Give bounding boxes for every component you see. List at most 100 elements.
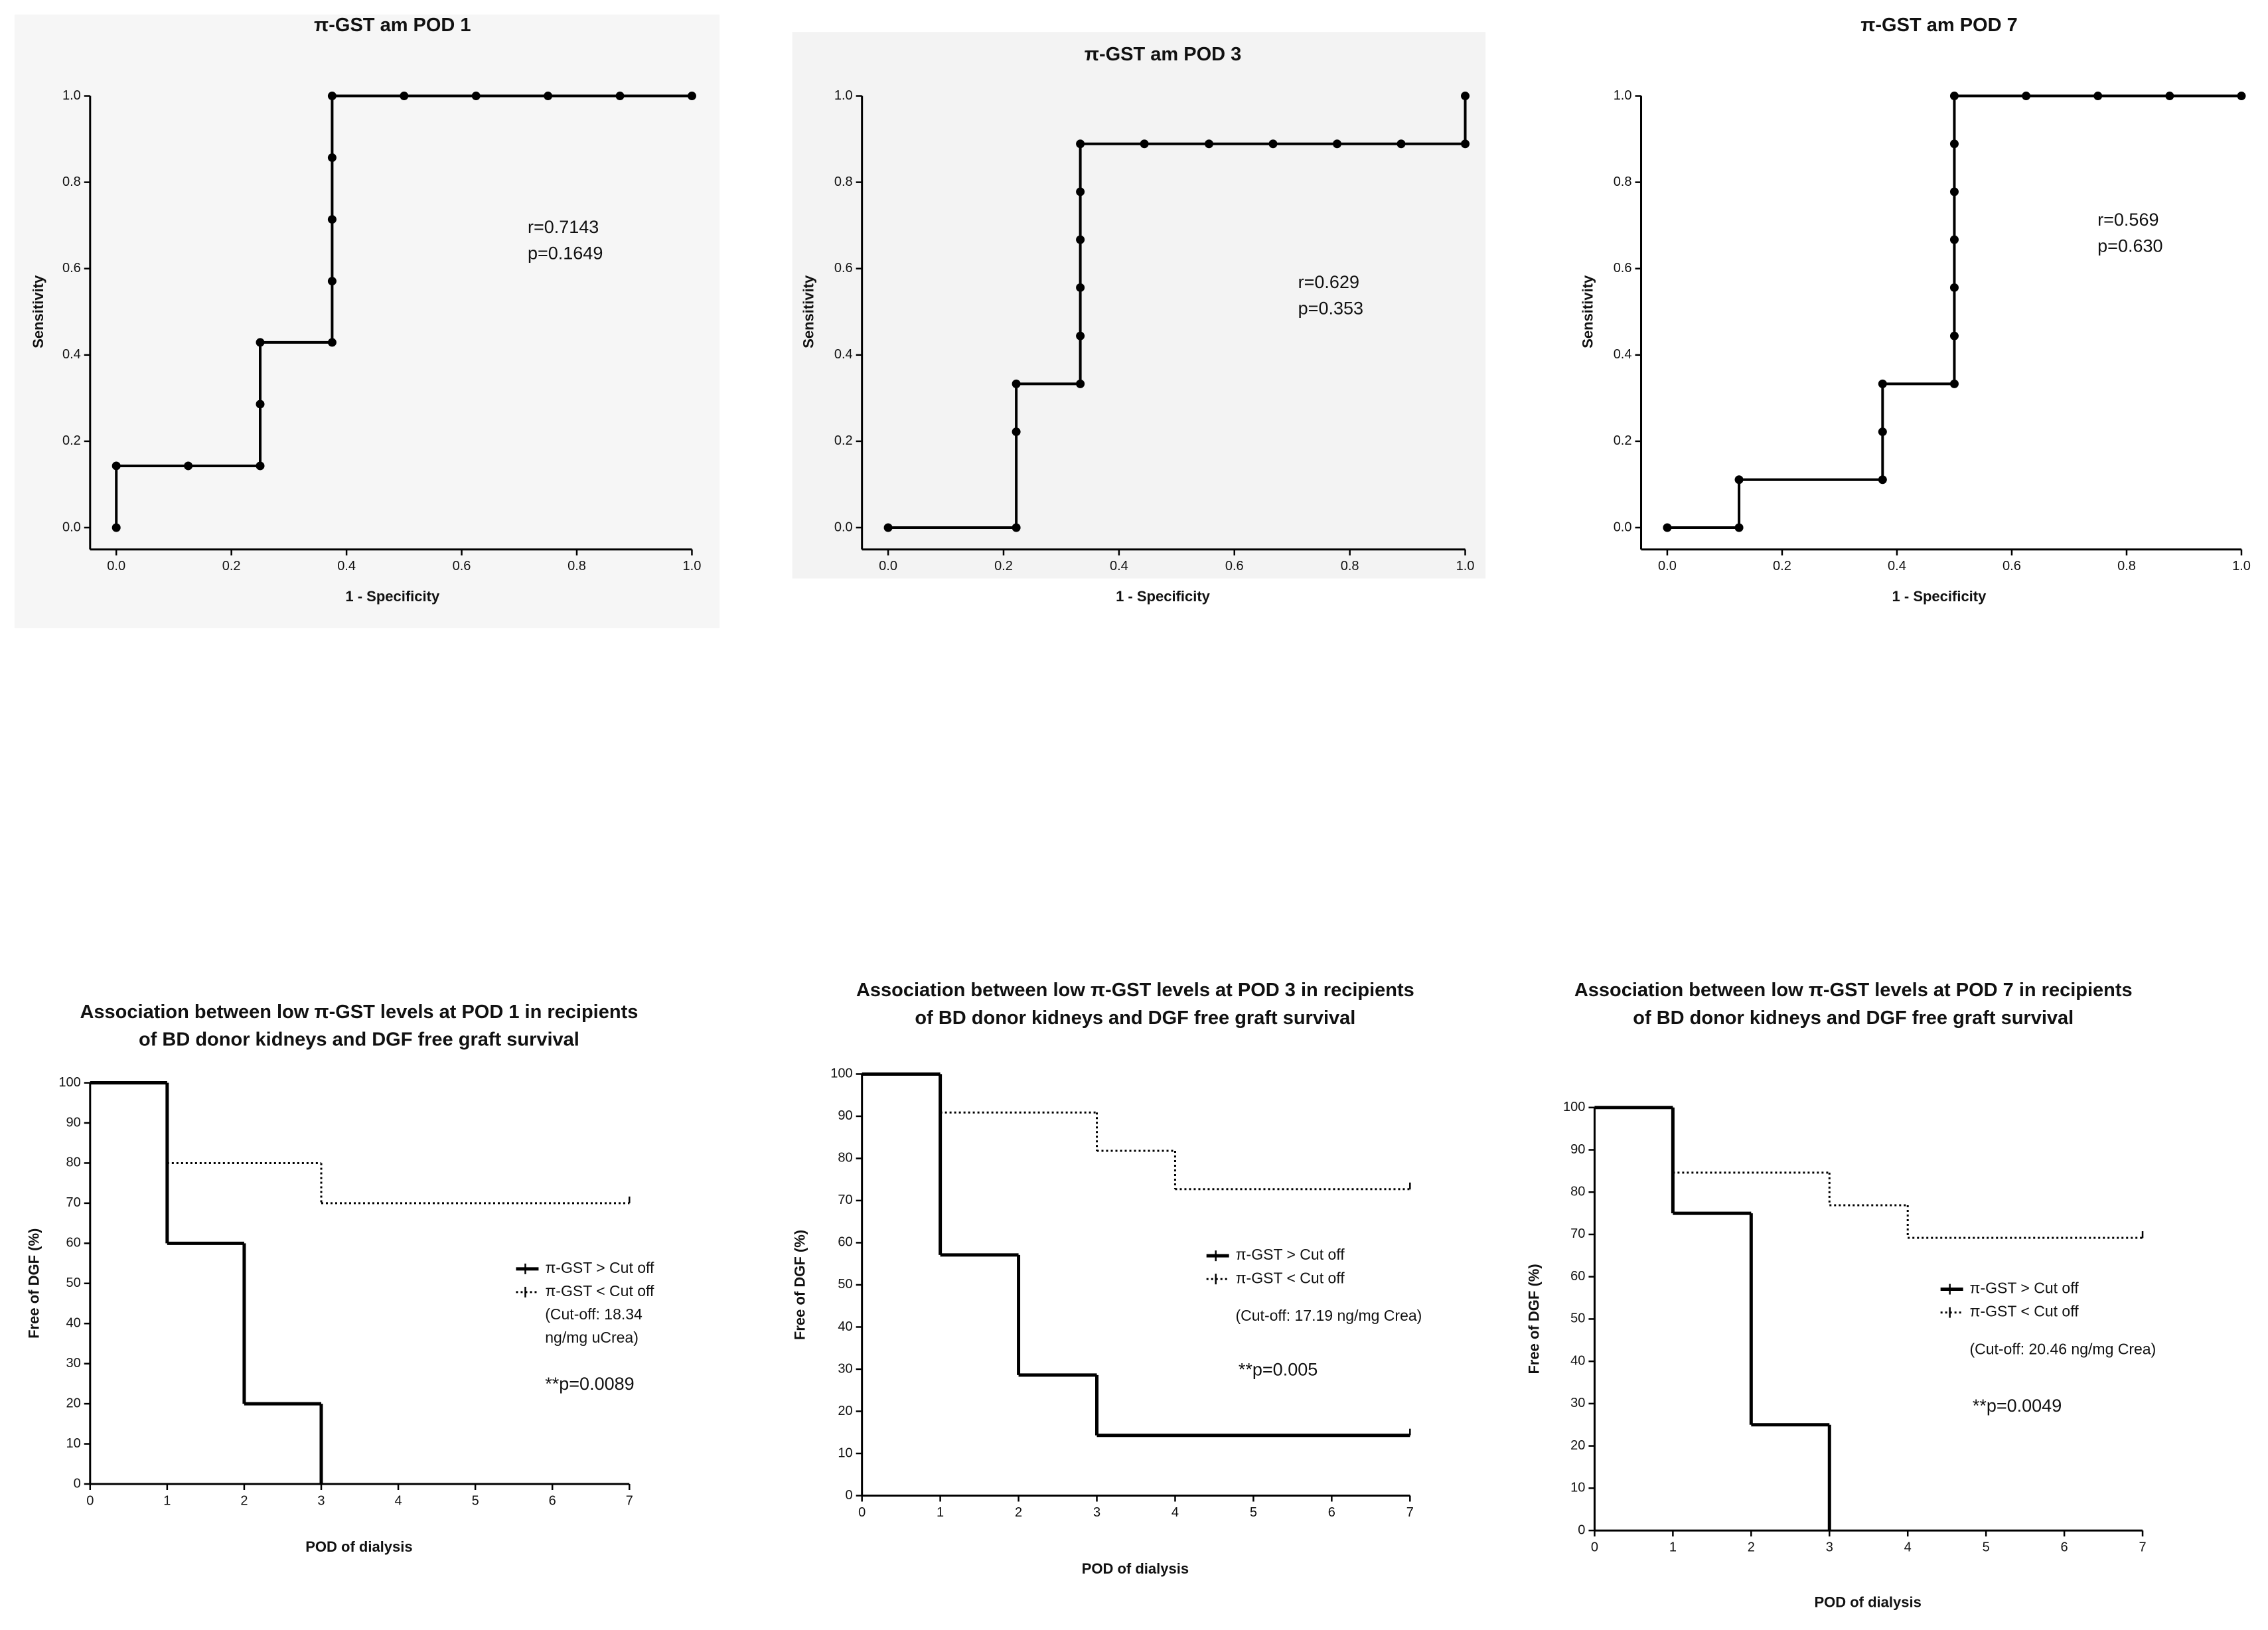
x-tick-label: 0.6 (453, 559, 471, 573)
x-tick-label: 0.4 (1888, 559, 1906, 573)
y-tick-label: 0.0 (834, 520, 853, 534)
legend-note: ng/mg uCrea) (545, 1329, 639, 1346)
y-tick-label: 0 (846, 1488, 853, 1503)
roc-point (1076, 379, 1085, 388)
roc-point (1878, 379, 1887, 388)
roc-point (327, 92, 337, 101)
legend-note: (Cut-off: 20.46 ng/mg Crea) (1969, 1341, 2156, 1358)
roc-point (256, 400, 265, 409)
x-tick-label: 0.8 (567, 559, 586, 573)
chart-title: Association between low π-GST levels at … (1574, 980, 2133, 1001)
roc-point (1397, 139, 1406, 149)
roc-point (544, 92, 553, 101)
y-tick-label: 0.0 (1614, 520, 1632, 534)
x-tick-label: 4 (1904, 1540, 1912, 1554)
chart: π-GST am POD 1 0.0 0.2 0.4 0.6 0.8 1.0 0.0 0.2 0.… (14, 14, 720, 629)
x-tick-label: 0 (86, 1493, 94, 1508)
y-tick-label: 0.4 (62, 347, 81, 362)
chart: Association between low π-GST levels at … (792, 980, 1422, 1577)
y-tick-label: 40 (1570, 1353, 1585, 1368)
p-value: **p=0.0049 (1973, 1396, 2062, 1416)
x-tick-label: 0.6 (2003, 559, 2021, 573)
x-axis-label: 1 - Specificity (1116, 588, 1211, 605)
roc-point (1461, 92, 1470, 101)
x-tick-label: 7 (626, 1493, 633, 1508)
x-axis-label: POD of dialysis (1082, 1560, 1189, 1577)
y-tick-label: 0.4 (1614, 347, 1632, 362)
p-value: **p=0.0089 (545, 1374, 634, 1394)
x-tick-label: 0.2 (222, 559, 241, 573)
y-tick-label: 90 (66, 1115, 81, 1130)
legend-label: π-GST > Cut off (545, 1259, 654, 1276)
legend-note: (Cut-off: 18.34 (545, 1305, 643, 1323)
roc-point (1076, 187, 1085, 196)
y-tick-label: 60 (1570, 1269, 1585, 1284)
roc-point (1878, 427, 1887, 437)
annotation: p=0.353 (1298, 299, 1363, 319)
chart-title: π-GST am POD 3 (1085, 44, 1242, 65)
chart: π-GST am POD 3 0.0 0.2 0.4 0.6 0.8 1.0 0.0 0.2 0.… (792, 32, 1486, 605)
y-tick-label: 70 (66, 1195, 81, 1210)
y-tick-label: 0.8 (1614, 175, 1632, 189)
x-tick-label: 0 (858, 1505, 866, 1520)
roc-point (1949, 187, 1959, 196)
chart-title: of BD donor kidneys and DGF free graft s… (139, 1029, 579, 1051)
plot-background (792, 32, 1486, 579)
roc-point (1333, 139, 1342, 149)
roc-point (1949, 92, 1959, 101)
y-tick-label: 50 (838, 1277, 852, 1292)
x-tick-label: 2 (240, 1493, 248, 1508)
roc-point (1663, 523, 1672, 532)
x-tick-label: 0.4 (337, 559, 356, 573)
y-tick-label: 100 (1563, 1100, 1585, 1114)
y-tick-label: 80 (66, 1155, 81, 1170)
y-tick-label: 1.0 (62, 88, 81, 103)
y-tick-label: 60 (66, 1236, 81, 1250)
roc-point (2237, 92, 2246, 101)
x-axis-label: POD of dialysis (1814, 1593, 1921, 1610)
roc-point (184, 461, 193, 471)
x-tick-label: 6 (1328, 1505, 1335, 1520)
y-tick-label: 0.2 (1614, 433, 1632, 448)
x-tick-label: 0.8 (1341, 559, 1359, 573)
roc-point (2165, 92, 2174, 101)
x-tick-label: 6 (549, 1493, 556, 1508)
y-tick-label: 30 (838, 1361, 852, 1376)
chart-title: Association between low π-GST levels at … (80, 1001, 638, 1023)
y-tick-label: 50 (66, 1276, 81, 1290)
y-tick-label: 80 (1570, 1185, 1585, 1199)
x-axis-label: POD of dialysis (305, 1538, 412, 1555)
y-tick-label: 0.6 (62, 261, 81, 275)
y-tick-label: 70 (1570, 1226, 1585, 1241)
y-axis-label: Free of DGF (%) (1525, 1264, 1542, 1374)
roc-point (1949, 139, 1959, 149)
roc-point (687, 92, 696, 101)
chart: π-GST am POD 7 0.0 0.2 0.4 0.6 0.8 1.0 0.0 0.2 0.… (1579, 15, 2250, 605)
roc-point (327, 153, 337, 163)
x-tick-label: 3 (1093, 1505, 1100, 1520)
y-tick-label: 20 (838, 1404, 852, 1418)
annotation: p=0.1649 (528, 243, 603, 263)
roc-point (400, 92, 409, 101)
x-tick-label: 0.0 (879, 559, 897, 573)
y-tick-label: 0.8 (62, 175, 81, 189)
chart-title: Association between low π-GST levels at … (856, 980, 1414, 1001)
y-tick-label: 0 (74, 1476, 81, 1491)
chart: Association between low π-GST levels at … (25, 1001, 654, 1555)
y-tick-label: 100 (58, 1075, 80, 1090)
roc-point (256, 338, 265, 347)
y-tick-label: 10 (1570, 1481, 1585, 1495)
roc-point (256, 461, 265, 471)
y-tick-label: 0.2 (62, 433, 81, 448)
x-tick-label: 0.2 (994, 559, 1013, 573)
y-tick-label: 60 (838, 1235, 852, 1250)
x-tick-label: 0.0 (107, 559, 125, 573)
x-tick-label: 2 (1748, 1540, 1755, 1554)
roc-point (1268, 139, 1278, 149)
roc-point (327, 338, 337, 347)
x-tick-label: 1 (937, 1505, 944, 1520)
y-axis-label: Free of DGF (%) (25, 1228, 42, 1339)
roc-point (112, 523, 121, 532)
chart-title: of BD donor kidneys and DGF free graft s… (915, 1007, 1355, 1029)
